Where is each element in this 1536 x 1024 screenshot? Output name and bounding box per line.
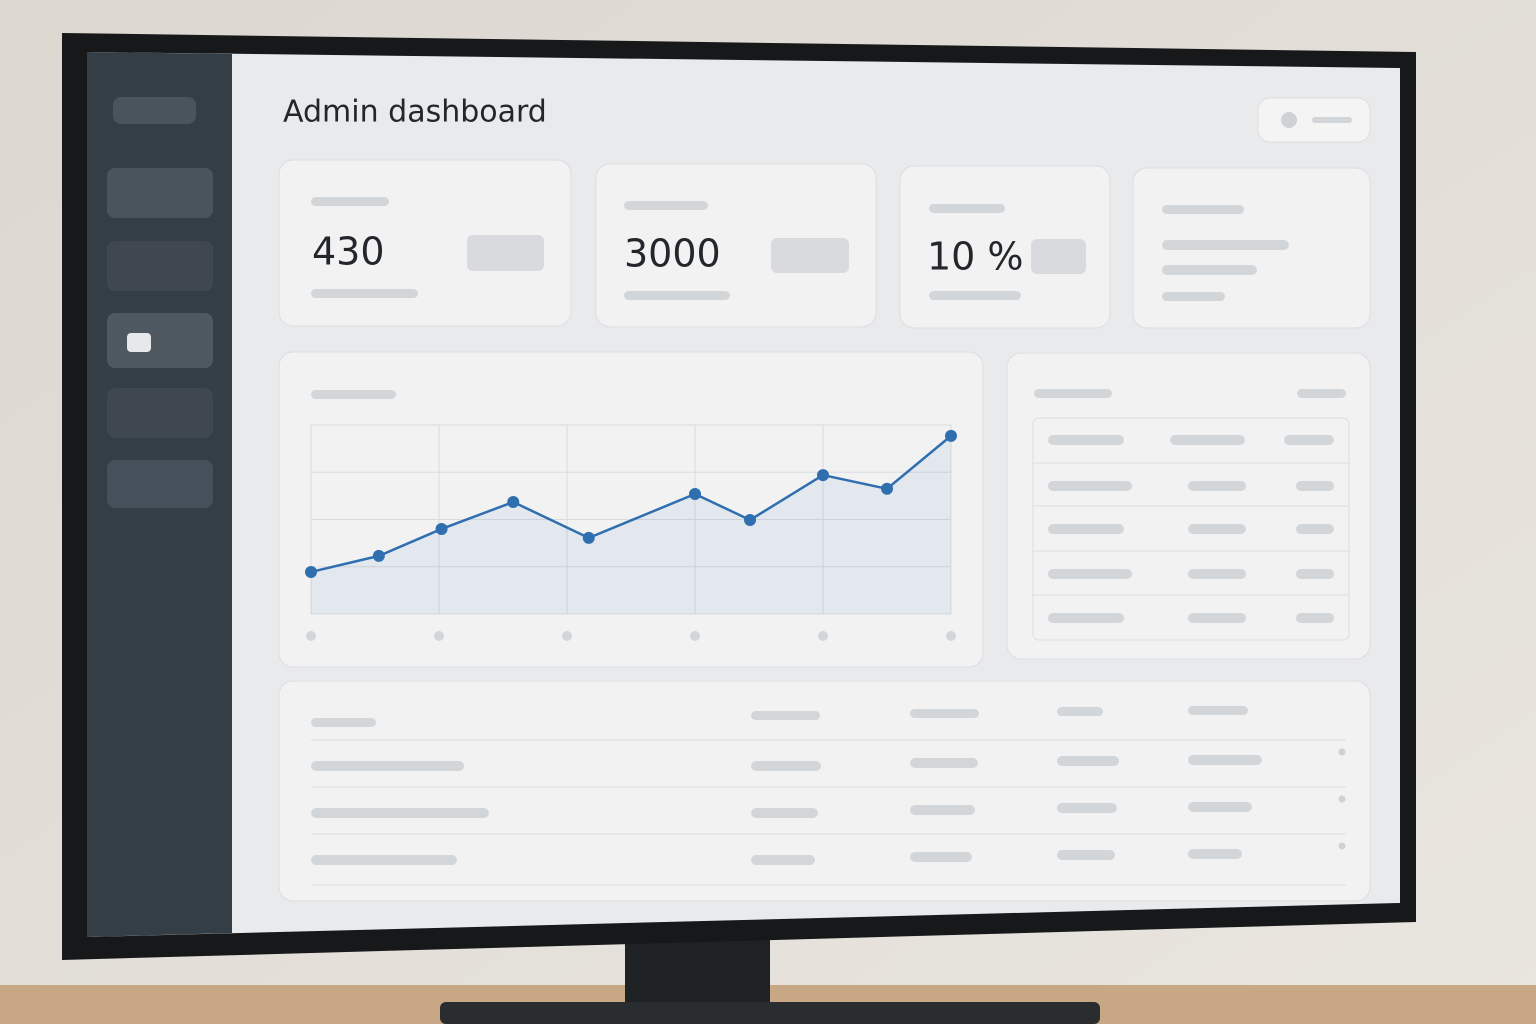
placeholder	[751, 711, 820, 720]
sidebar-item[interactable]	[113, 97, 196, 124]
placeholder	[311, 718, 376, 727]
sidebar-item[interactable]	[107, 460, 213, 508]
placeholder	[910, 709, 979, 718]
placeholder	[1162, 240, 1289, 250]
data-point	[945, 429, 957, 442]
placeholder	[1048, 435, 1124, 445]
row-menu-dot[interactable]	[1338, 842, 1346, 850]
placeholder	[1170, 435, 1245, 445]
kpi-value: 10 %	[927, 235, 1024, 279]
placeholder	[1188, 706, 1248, 715]
placeholder	[1312, 117, 1352, 123]
placeholder	[311, 808, 489, 818]
placeholder	[1162, 265, 1257, 275]
data-point	[305, 565, 317, 578]
placeholder	[751, 855, 815, 865]
data-point	[435, 522, 448, 535]
placeholder	[1057, 850, 1115, 860]
kpi-value: 3000	[624, 232, 721, 276]
sidebar-item[interactable]	[107, 241, 213, 291]
placeholder	[1162, 292, 1225, 301]
sidebar-item[interactable]	[107, 388, 213, 438]
data-point	[582, 531, 595, 544]
placeholder	[1284, 435, 1334, 445]
placeholder	[1296, 524, 1334, 534]
sidebar-item[interactable]	[107, 313, 213, 368]
row-menu-dot[interactable]	[1338, 795, 1346, 803]
x-tick-dot	[690, 631, 700, 641]
placeholder	[311, 855, 457, 865]
user-avatar	[1281, 112, 1297, 128]
x-tick-dot	[818, 631, 828, 641]
data-point	[881, 482, 893, 495]
placeholder	[1048, 524, 1124, 534]
placeholder	[1296, 613, 1334, 623]
row-menu-dot[interactable]	[1338, 748, 1346, 756]
table-frame	[1032, 417, 1350, 641]
placeholder	[1057, 803, 1117, 813]
kpi-badge	[467, 235, 544, 271]
data-point	[507, 496, 520, 509]
card	[278, 680, 1371, 902]
x-tick-dot	[434, 631, 444, 641]
data-point	[817, 469, 829, 482]
placeholder	[1188, 802, 1252, 812]
placeholder	[1048, 481, 1132, 491]
placeholder	[751, 761, 821, 771]
placeholder	[1188, 524, 1246, 534]
page-title: Admin dashboard	[283, 95, 547, 130]
placeholder	[1057, 756, 1119, 766]
card	[278, 351, 984, 668]
x-tick-dot	[562, 631, 572, 641]
x-tick-dot	[306, 631, 316, 641]
data-point	[689, 487, 701, 500]
placeholder	[624, 291, 730, 300]
placeholder	[929, 291, 1021, 300]
placeholder	[910, 852, 972, 862]
kpi-value: 430	[312, 230, 385, 274]
placeholder	[910, 758, 978, 768]
placeholder	[1296, 569, 1334, 579]
kpi-badge	[1031, 239, 1086, 274]
placeholder	[311, 197, 389, 206]
placeholder	[1188, 755, 1262, 765]
data-point	[372, 549, 385, 562]
data-point	[744, 513, 757, 526]
stand-base	[440, 1002, 1100, 1024]
placeholder	[1188, 569, 1246, 579]
placeholder	[1188, 481, 1246, 491]
placeholder	[1296, 481, 1334, 491]
placeholder	[311, 761, 464, 771]
placeholder	[1034, 389, 1112, 398]
placeholder	[1048, 569, 1132, 579]
line-area	[311, 435, 951, 614]
placeholder	[929, 204, 1005, 213]
x-tick-dot	[946, 631, 956, 641]
placeholder	[1297, 389, 1346, 398]
placeholder	[311, 289, 418, 298]
placeholder	[1162, 205, 1244, 214]
placeholder	[751, 808, 818, 818]
line	[310, 434, 952, 574]
placeholder	[624, 201, 708, 210]
placeholder	[1188, 849, 1242, 859]
placeholder	[1188, 613, 1246, 623]
sidebar-icon	[127, 333, 151, 352]
kpi-badge	[771, 238, 849, 273]
placeholder	[910, 805, 975, 815]
placeholder	[311, 390, 396, 399]
sidebar-item[interactable]	[107, 168, 213, 218]
placeholder	[1057, 707, 1103, 716]
placeholder	[1048, 613, 1124, 623]
